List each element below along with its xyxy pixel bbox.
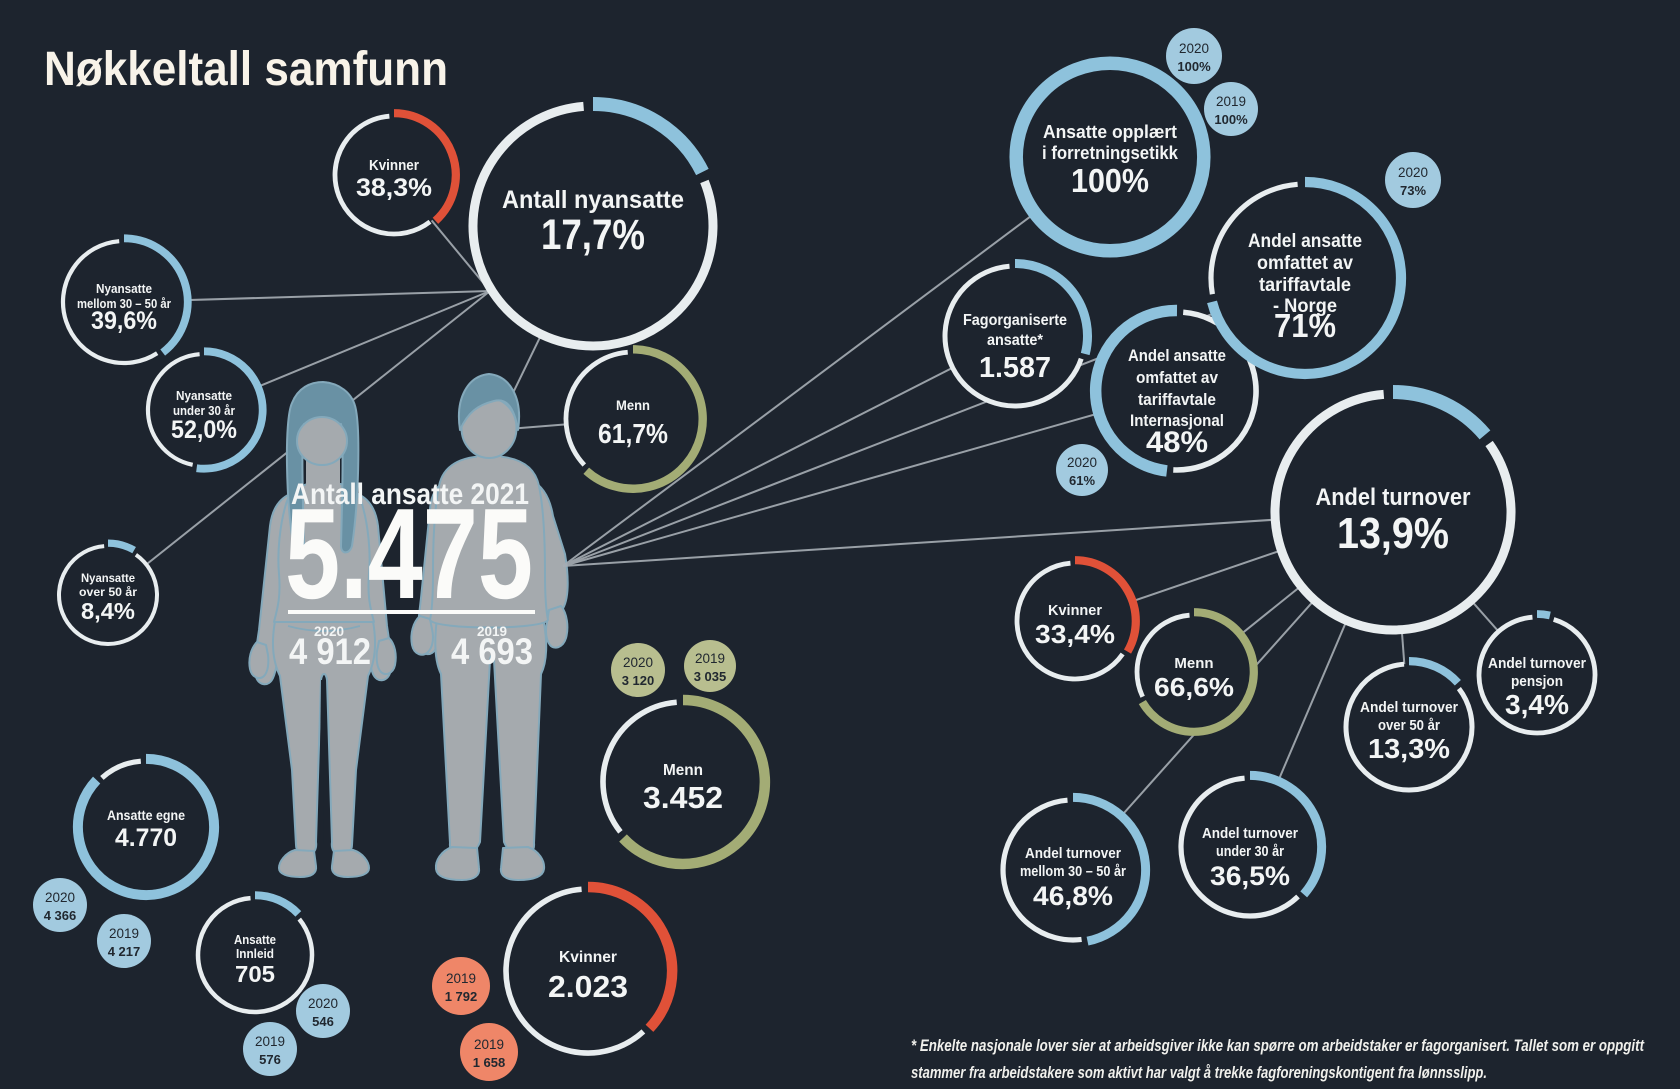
svg-text:2019: 2019: [109, 926, 139, 941]
svg-text:61,7%: 61,7%: [598, 418, 668, 449]
svg-text:Antall ansatte 2021: Antall ansatte 2021: [291, 478, 529, 511]
svg-text:Ansatte egne: Ansatte egne: [107, 807, 185, 823]
svg-text:omfattet av: omfattet av: [1136, 369, 1219, 387]
svg-text:Nyansatte: Nyansatte: [96, 282, 152, 296]
svg-text:Andel turnover: Andel turnover: [1360, 700, 1458, 716]
svg-text:pensjon: pensjon: [1511, 674, 1563, 690]
svg-text:52,0%: 52,0%: [171, 416, 237, 444]
svg-text:3 120: 3 120: [622, 673, 655, 688]
svg-text:Innleid: Innleid: [236, 947, 274, 961]
svg-text:Ansatte opplært: Ansatte opplært: [1043, 121, 1177, 142]
svg-text:Nyansatte: Nyansatte: [176, 389, 232, 403]
svg-text:Ansatte: Ansatte: [234, 933, 276, 947]
svg-text:2019: 2019: [255, 1034, 285, 1049]
svg-text:2019: 2019: [446, 971, 476, 986]
svg-text:17,7%: 17,7%: [541, 211, 645, 259]
svg-text:Menn: Menn: [1174, 655, 1213, 672]
svg-text:Andel ansatte: Andel ansatte: [1128, 347, 1226, 365]
svg-text:2020: 2020: [45, 890, 75, 905]
svg-text:546: 546: [312, 1014, 334, 1029]
svg-text:2019: 2019: [477, 623, 507, 639]
svg-text:mellom 30 – 50 år: mellom 30 – 50 år: [1020, 864, 1126, 880]
svg-text:Kvinner: Kvinner: [369, 158, 419, 174]
svg-text:1 792: 1 792: [445, 989, 478, 1004]
svg-text:Andel ansatte: Andel ansatte: [1248, 231, 1362, 252]
svg-text:38,3%: 38,3%: [356, 174, 432, 202]
svg-text:46,8%: 46,8%: [1033, 881, 1113, 911]
svg-text:73%: 73%: [1400, 183, 1426, 198]
svg-text:2020: 2020: [1067, 455, 1097, 470]
svg-text:stammer fra arbeidstakere som: stammer fra arbeidstakere som aktivt har…: [911, 1064, 1487, 1082]
svg-text:100%: 100%: [1214, 112, 1248, 127]
svg-text:100%: 100%: [1071, 162, 1149, 199]
svg-text:over 50 år: over 50 år: [79, 585, 137, 599]
svg-text:2.023: 2.023: [548, 969, 628, 1004]
svg-text:Andel turnover: Andel turnover: [1316, 484, 1471, 511]
svg-text:3,4%: 3,4%: [1505, 689, 1569, 720]
svg-text:under 30 år: under 30 år: [173, 404, 235, 418]
svg-text:33,4%: 33,4%: [1035, 619, 1115, 649]
svg-text:2019: 2019: [1216, 94, 1246, 109]
svg-text:2020: 2020: [1398, 165, 1428, 180]
svg-text:4 366: 4 366: [44, 908, 77, 923]
svg-text:13,3%: 13,3%: [1368, 733, 1450, 764]
svg-text:4 217: 4 217: [108, 944, 141, 959]
svg-text:2019: 2019: [695, 651, 725, 666]
svg-text:48%: 48%: [1146, 426, 1208, 459]
svg-text:100%: 100%: [1177, 59, 1211, 74]
svg-text:4 693: 4 693: [451, 631, 533, 672]
svg-text:36,5%: 36,5%: [1210, 861, 1290, 891]
svg-text:13,9%: 13,9%: [1337, 509, 1449, 558]
svg-text:* Enkelte nasjonale lover sier: * Enkelte nasjonale lover sier at arbeid…: [911, 1037, 1645, 1055]
svg-text:Kvinner: Kvinner: [1048, 602, 1102, 619]
svg-text:1.587: 1.587: [979, 352, 1051, 384]
svg-text:ansatte*: ansatte*: [987, 332, 1044, 349]
svg-text:under 30 år: under 30 år: [1216, 844, 1284, 860]
svg-text:576: 576: [259, 1052, 281, 1067]
svg-text:705: 705: [235, 961, 275, 987]
svg-text:Nyansatte: Nyansatte: [81, 571, 135, 585]
svg-text:71%: 71%: [1274, 307, 1336, 344]
svg-text:2019: 2019: [474, 1037, 504, 1052]
svg-text:Kvinner: Kvinner: [559, 949, 617, 966]
svg-text:omfattet av: omfattet av: [1257, 253, 1353, 274]
svg-text:66,6%: 66,6%: [1154, 672, 1234, 702]
svg-text:61%: 61%: [1069, 473, 1095, 488]
svg-text:over 50 år: over 50 år: [1378, 718, 1440, 734]
svg-text:tariffavtale: tariffavtale: [1259, 275, 1351, 296]
svg-text:Menn: Menn: [663, 762, 703, 779]
svg-text:5.475: 5.475: [285, 482, 533, 626]
svg-text:2020: 2020: [623, 655, 653, 670]
svg-text:2020: 2020: [314, 623, 344, 639]
svg-text:Fagorganiserte: Fagorganiserte: [963, 312, 1067, 329]
svg-text:8,4%: 8,4%: [81, 598, 135, 624]
svg-text:Andel turnover: Andel turnover: [1025, 846, 1121, 862]
svg-text:2020: 2020: [1179, 41, 1209, 56]
svg-text:Andel turnover: Andel turnover: [1488, 656, 1586, 672]
svg-text:4.770: 4.770: [115, 824, 177, 852]
svg-text:Antall nyansatte: Antall nyansatte: [502, 186, 684, 214]
svg-text:2020: 2020: [308, 996, 338, 1011]
svg-text:3.452: 3.452: [643, 780, 723, 815]
svg-text:3 035: 3 035: [694, 669, 727, 684]
svg-text:Nøkkeltall samfunn: Nøkkeltall samfunn: [44, 43, 448, 96]
svg-text:4 912: 4 912: [289, 631, 371, 672]
svg-text:i forretningsetikk: i forretningsetikk: [1042, 142, 1179, 163]
svg-text:Andel turnover: Andel turnover: [1202, 826, 1298, 842]
svg-text:Internasjonal: Internasjonal: [1130, 412, 1224, 430]
svg-text:mellom 30 – 50 år: mellom 30 – 50 år: [77, 297, 171, 311]
svg-text:Menn: Menn: [616, 397, 650, 413]
svg-text:39,6%: 39,6%: [91, 307, 157, 335]
svg-text:- Norge: - Norge: [1273, 296, 1337, 317]
svg-text:tariffavtale: tariffavtale: [1138, 391, 1216, 409]
svg-text:1 658: 1 658: [473, 1055, 506, 1070]
